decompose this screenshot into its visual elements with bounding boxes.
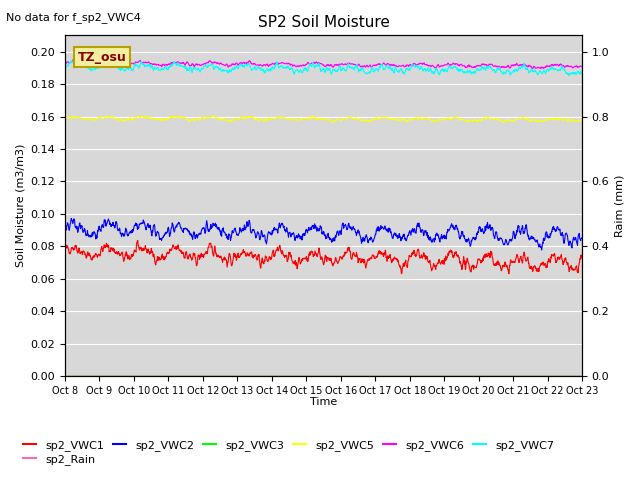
- sp2_VWC3: [122, 373, 130, 379]
- sp2_VWC5: [578, 119, 586, 124]
- sp2_VWC7: [102, 62, 109, 68]
- sp2_VWC7: [565, 72, 573, 78]
- Line: sp2_VWC1: sp2_VWC1: [65, 240, 582, 274]
- sp2_Rain: [101, 373, 109, 379]
- sp2_VWC6: [69, 57, 77, 62]
- sp2_VWC5: [301, 116, 308, 121]
- sp2_VWC6: [292, 63, 300, 69]
- sp2_VWC7: [123, 65, 131, 71]
- sp2_VWC3: [61, 373, 69, 379]
- sp2_VWC2: [578, 235, 586, 240]
- sp2_VWC3: [101, 373, 109, 379]
- Line: sp2_VWC7: sp2_VWC7: [65, 61, 582, 75]
- sp2_VWC7: [75, 58, 83, 64]
- X-axis label: Time: Time: [310, 397, 337, 408]
- Line: sp2_VWC6: sp2_VWC6: [65, 60, 582, 69]
- sp2_VWC5: [308, 113, 316, 119]
- Title: SP2 Soil Moisture: SP2 Soil Moisture: [257, 15, 389, 30]
- sp2_VWC1: [578, 256, 586, 262]
- sp2_VWC1: [101, 245, 109, 251]
- sp2_Rain: [122, 373, 130, 379]
- sp2_VWC2: [281, 228, 289, 233]
- sp2_VWC1: [122, 249, 130, 255]
- sp2_Rain: [280, 373, 288, 379]
- sp2_VWC6: [281, 60, 289, 66]
- sp2_VWC2: [356, 231, 364, 237]
- sp2_VWC3: [355, 373, 363, 379]
- sp2_VWC3: [578, 373, 586, 379]
- sp2_VWC5: [61, 117, 69, 123]
- sp2_VWC5: [101, 114, 109, 120]
- Legend: sp2_VWC1, sp2_VWC2, sp2_VWC3, sp2_VWC5, sp2_VWC6, sp2_VWC7: sp2_VWC1, sp2_VWC2, sp2_VWC3, sp2_VWC5, …: [19, 435, 559, 455]
- sp2_VWC3: [291, 373, 299, 379]
- sp2_VWC6: [123, 61, 131, 67]
- sp2_Rain: [355, 373, 363, 379]
- sp2_VWC2: [102, 217, 109, 223]
- sp2_VWC6: [301, 62, 308, 68]
- sp2_VWC7: [578, 71, 586, 76]
- sp2_VWC2: [538, 247, 545, 253]
- sp2_VWC2: [301, 233, 308, 239]
- sp2_VWC5: [280, 115, 288, 120]
- sp2_VWC1: [301, 256, 308, 262]
- Text: No data for f_sp2_VWC4: No data for f_sp2_VWC4: [6, 12, 141, 23]
- sp2_VWC5: [291, 117, 299, 123]
- sp2_VWC6: [61, 62, 69, 68]
- sp2_Rain: [301, 373, 308, 379]
- sp2_VWC1: [134, 238, 141, 243]
- sp2_VWC1: [398, 271, 406, 276]
- sp2_VWC6: [578, 64, 586, 70]
- sp2_VWC6: [356, 62, 364, 68]
- sp2_VWC1: [292, 258, 300, 264]
- sp2_VWC7: [281, 65, 289, 71]
- Line: sp2_VWC5: sp2_VWC5: [65, 116, 582, 122]
- sp2_VWC2: [61, 226, 69, 232]
- sp2_VWC7: [292, 68, 300, 74]
- sp2_VWC5: [122, 117, 130, 123]
- sp2_VWC7: [356, 67, 364, 72]
- sp2_VWC2: [123, 227, 131, 233]
- Y-axis label: Raim (mm): Raim (mm): [615, 175, 625, 237]
- sp2_VWC1: [281, 254, 289, 260]
- sp2_VWC6: [102, 60, 109, 66]
- sp2_Rain: [291, 373, 299, 379]
- Line: sp2_VWC2: sp2_VWC2: [65, 218, 582, 250]
- Legend: sp2_Rain: sp2_Rain: [19, 450, 100, 469]
- sp2_VWC7: [61, 66, 69, 72]
- sp2_VWC1: [356, 256, 364, 262]
- Text: TZ_osu: TZ_osu: [78, 51, 127, 64]
- sp2_Rain: [61, 373, 69, 379]
- sp2_Rain: [578, 373, 586, 379]
- sp2_VWC7: [301, 65, 308, 71]
- sp2_VWC2: [67, 216, 75, 221]
- sp2_VWC2: [292, 235, 300, 241]
- sp2_VWC1: [61, 247, 69, 252]
- sp2_VWC3: [280, 373, 288, 379]
- sp2_VWC5: [356, 117, 364, 123]
- sp2_VWC3: [301, 373, 308, 379]
- Y-axis label: Soil Moisture (m3/m3): Soil Moisture (m3/m3): [15, 144, 25, 267]
- sp2_VWC5: [500, 120, 508, 125]
- sp2_VWC6: [529, 66, 536, 72]
